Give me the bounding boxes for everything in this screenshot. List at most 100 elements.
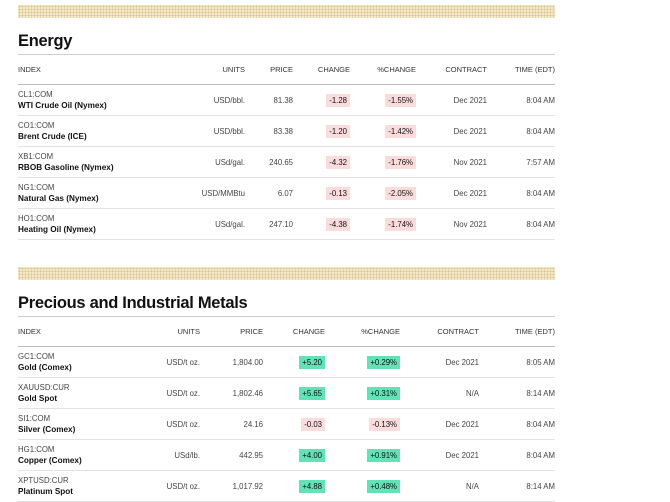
contract-text: Dec 2021	[445, 419, 479, 429]
price-cell: 1,802.46	[200, 377, 263, 409]
change-cell: -0.03	[263, 408, 325, 440]
contract-text: Dec 2021	[453, 126, 487, 136]
section-title: Precious and Industrial Metals	[18, 290, 555, 317]
change-badge: -0.03	[301, 417, 325, 431]
change-badge: -4.32	[326, 155, 350, 169]
change-badge: +5.65	[299, 386, 325, 400]
pct-change-cell: -1.55%	[350, 84, 416, 116]
time-text: 8:04 AM	[526, 188, 555, 198]
time-text: 8:04 AM	[526, 419, 555, 429]
price-cell: 247.10	[245, 208, 293, 240]
price-text: 1,802.46	[232, 388, 263, 398]
row: CL1:COM WTI Crude Oil (Nymex) USD/bbl. 81.3…	[18, 84, 555, 116]
data-table: INDEX UNITS PRICE CHANGE %CHANGE CONTRACT TIME…	[18, 55, 555, 240]
section-title: Energy	[18, 28, 555, 55]
section: Precious and Industrial Metals INDEX UNITS…	[18, 267, 555, 502]
pct-change-badge: -2.05%	[385, 186, 416, 200]
index-cell: SI1:COM Silver (Comex)	[18, 408, 128, 440]
index-code: HG1:COM	[18, 445, 55, 454]
contract-cell: Dec 2021	[416, 84, 487, 116]
pct-change-badge: -1.74%	[385, 217, 416, 231]
contract-text: Dec 2021	[445, 357, 479, 367]
time-text: 8:04 AM	[526, 126, 555, 136]
index-name: Heating Oil (Nymex)	[18, 225, 96, 234]
index-cell: HO1:COM Heating Oil (Nymex)	[18, 208, 168, 240]
price-text: 1,804.00	[232, 357, 263, 367]
change-cell: +4.00	[263, 439, 325, 471]
row: XAUUSD:CUR Gold Spot USD/t oz. 1,802.46 +5.6…	[18, 377, 555, 409]
price-text: 247.10	[269, 219, 293, 229]
price-cell: 442.95	[200, 439, 263, 471]
contract-cell: Nov 2021	[416, 208, 487, 240]
change-badge: -1.28	[326, 93, 350, 107]
dotted-band	[18, 5, 555, 18]
index-code: SI1:COM	[18, 414, 51, 423]
units-text: USd/lb.	[174, 450, 200, 460]
column-header: INDEX	[18, 317, 128, 347]
units-cell: USD/bbl.	[168, 115, 245, 147]
change-cell: -4.32	[293, 146, 350, 178]
index-name: WTI Crude Oil (Nymex)	[18, 101, 107, 110]
time-cell: 8:04 AM	[487, 208, 555, 240]
units-text: USD/t oz.	[166, 357, 200, 367]
units-cell: USd/lb.	[128, 439, 200, 471]
units-cell: USD/t oz.	[128, 377, 200, 409]
time-text: 8:14 AM	[526, 388, 555, 398]
change-badge: -4.38	[326, 217, 350, 231]
time-cell: 8:04 AM	[479, 439, 555, 471]
contract-cell: N/A	[400, 470, 479, 502]
time-cell: 8:04 AM	[487, 115, 555, 147]
price-cell: 1,804.00	[200, 346, 263, 378]
index-name: Copper (Comex)	[18, 456, 82, 465]
row: SI1:COM Silver (Comex) USD/t oz. 24.16 -0.03…	[18, 408, 555, 440]
pct-change-cell: -0.13%	[325, 408, 400, 440]
column-header: CHANGE	[293, 55, 350, 85]
contract-cell: Dec 2021	[400, 439, 479, 471]
column-header: TIME (EDT)	[479, 317, 555, 347]
index-name: Gold (Comex)	[18, 363, 72, 372]
index-code: XPTUSD:CUR	[18, 476, 69, 485]
units-cell: USD/bbl.	[168, 84, 245, 116]
table-head: INDEX UNITS PRICE CHANGE %CHANGE CONTRACT TIME…	[18, 55, 555, 85]
change-cell: -4.38	[293, 208, 350, 240]
column-header: INDEX	[18, 55, 168, 85]
dotted-band	[18, 267, 555, 280]
contract-text: Dec 2021	[445, 450, 479, 460]
index-code: CO1:COM	[18, 121, 55, 130]
change-badge: +4.00	[299, 448, 325, 462]
index-cell: XPTUSD:CUR Platinum Spot	[18, 470, 128, 502]
time-cell: 8:04 AM	[487, 84, 555, 116]
units-cell: USD/MMBtu	[168, 177, 245, 209]
price-text: 442.95	[239, 450, 263, 460]
time-cell: 7:57 AM	[487, 146, 555, 178]
contract-text: Dec 2021	[453, 188, 487, 198]
change-badge: -0.13	[326, 186, 350, 200]
price-text: 83.38	[273, 126, 293, 136]
pct-change-badge: +0.29%	[367, 355, 400, 369]
pct-change-badge: +0.91%	[367, 448, 400, 462]
header-row: INDEX UNITS PRICE CHANGE %CHANGE CONTRACT TIME…	[18, 317, 555, 347]
pct-change-cell: +0.91%	[325, 439, 400, 471]
row: GC1:COM Gold (Comex) USD/t oz. 1,804.00 +5.2…	[18, 346, 555, 378]
price-text: 240.65	[269, 157, 293, 167]
price-cell: 83.38	[245, 115, 293, 147]
units-cell: USd/gal.	[168, 146, 245, 178]
price-text: 1,017.92	[232, 481, 263, 491]
contract-cell: Dec 2021	[416, 177, 487, 209]
time-text: 7:57 AM	[526, 157, 555, 167]
change-cell: +5.65	[263, 377, 325, 409]
time-cell: 8:04 AM	[487, 177, 555, 209]
table-body: GC1:COM Gold (Comex) USD/t oz. 1,804.00 +5.2…	[18, 346, 555, 502]
change-cell: -1.20	[293, 115, 350, 147]
index-name: Gold Spot	[18, 394, 58, 403]
row: XPTUSD:CUR Platinum Spot USD/t oz. 1,017.92…	[18, 470, 555, 502]
pct-change-badge: -0.13%	[369, 417, 400, 431]
price-cell: 81.38	[245, 84, 293, 116]
change-cell: +5.20	[263, 346, 325, 378]
pct-change-cell: +0.29%	[325, 346, 400, 378]
pct-change-cell: -1.74%	[350, 208, 416, 240]
column-header: UNITS	[168, 55, 245, 85]
change-badge: +5.20	[299, 355, 325, 369]
index-cell: CO1:COM Brent Crude (ICE)	[18, 115, 168, 147]
contract-cell: Dec 2021	[400, 346, 479, 378]
